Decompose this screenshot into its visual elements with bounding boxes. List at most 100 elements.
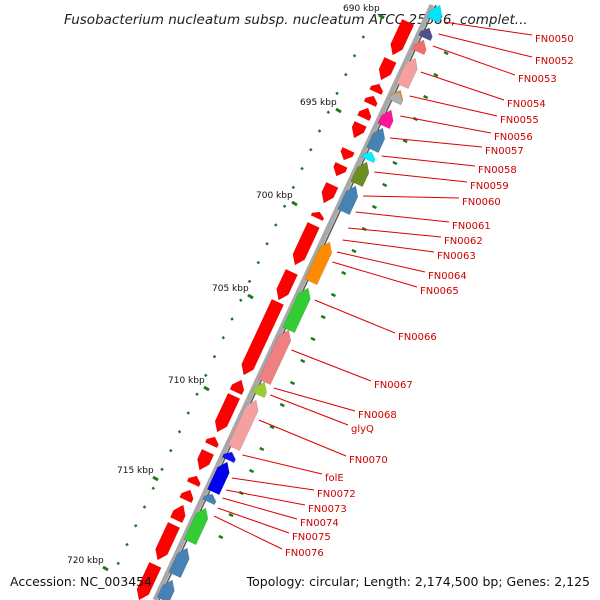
inner-tick — [228, 512, 234, 518]
gene-label: FN0065 — [420, 286, 459, 297]
label-leader-line — [381, 155, 476, 167]
minor-tick — [134, 524, 138, 528]
forward-gene-arrow — [241, 298, 285, 376]
major-tick — [378, 13, 385, 20]
scale-label: 695 kbp — [300, 98, 337, 108]
reverse-gene-arrow — [183, 507, 209, 546]
minor-tick — [221, 336, 226, 340]
label-leader-line — [270, 394, 349, 426]
label-leader-line — [242, 454, 323, 475]
major-tick — [335, 107, 342, 114]
forward-gene-arrow — [357, 107, 372, 122]
minor-tick — [177, 430, 182, 434]
gene-label: FN0060 — [462, 197, 501, 208]
inner-tick — [259, 446, 265, 452]
inner-tick — [423, 94, 429, 100]
minor-tick — [361, 35, 366, 39]
forward-gene-arrow — [321, 181, 339, 204]
gene-label: FN0062 — [444, 236, 483, 247]
minor-tick — [186, 411, 191, 415]
gene-label: glyQ — [351, 424, 374, 435]
minor-tick — [352, 54, 357, 58]
forward-gene-arrow — [229, 379, 245, 396]
forward-gene-arrow — [155, 521, 181, 561]
minor-tick — [317, 129, 322, 133]
accession-text: Accession: NC_003454 — [10, 574, 152, 589]
scale-label: 700 kbp — [256, 191, 293, 201]
minor-tick — [169, 448, 173, 453]
minor-tick — [212, 354, 217, 359]
reverse-gene-arrow — [377, 109, 394, 130]
forward-gene-arrow — [179, 489, 194, 504]
gene-label: FN0064 — [428, 271, 467, 282]
label-leader-line — [432, 45, 516, 76]
scale-label: 690 kbp — [343, 4, 380, 14]
reverse-gene-arrow — [366, 127, 386, 154]
gene-label: FN0067 — [374, 380, 413, 391]
gene-label: FN0075 — [292, 532, 331, 543]
scale-ticks — [116, 35, 449, 566]
forward-gene-arrow — [378, 56, 397, 81]
minor-tick — [142, 505, 147, 509]
reverse-gene-arrow — [361, 151, 376, 164]
label-leader-line — [400, 115, 492, 134]
reverse-gene-arrow — [168, 547, 190, 579]
reverse-gene-arrow — [304, 241, 333, 286]
minor-tick — [282, 204, 287, 208]
gene-label: FN0053 — [518, 74, 557, 85]
scale-labels: 690 kbp 695 kbp 700 kbp 705 kbp 710 kbp 715 k… — [67, 4, 385, 572]
scale-label: 720 kbp — [67, 556, 104, 566]
label-leader-line — [332, 261, 418, 288]
label-leader-line — [444, 21, 533, 36]
inner-tick — [300, 358, 306, 364]
forward-strand-genes — [136, 18, 415, 600]
inner-tick — [269, 424, 275, 430]
scale-label: 715 kbp — [117, 466, 154, 476]
gene-label: FN0058 — [478, 165, 517, 176]
reverse-gene-arrow — [411, 39, 427, 56]
inner-tick — [279, 402, 285, 408]
gene-label: FN0070 — [349, 455, 388, 466]
label-leader-line — [291, 349, 372, 382]
gene-label: FN0059 — [470, 181, 509, 192]
inner-tick — [351, 248, 357, 254]
forward-gene-arrow — [197, 448, 215, 471]
label-leader-line — [390, 137, 483, 148]
forward-gene-arrow — [292, 221, 320, 266]
label-leader-line — [314, 299, 396, 334]
minor-tick — [247, 279, 252, 284]
forward-gene-arrow — [276, 268, 298, 301]
minor-tick — [204, 373, 208, 378]
label-leader-line — [363, 195, 460, 199]
label-leader-line — [336, 251, 426, 273]
forward-gene-arrow — [351, 120, 367, 139]
minor-tick — [326, 110, 331, 114]
map-title: Fusobacterium nucleatum subsp. nucleatum… — [64, 12, 528, 28]
forward-gene-arrow — [214, 392, 241, 433]
minor-tick — [230, 317, 234, 321]
label-leader-line — [348, 227, 442, 238]
forward-gene-arrow — [363, 95, 378, 108]
inner-tick — [320, 314, 326, 320]
inner-tick — [289, 380, 296, 386]
gene-label: FN0056 — [494, 132, 533, 143]
inner-tick — [310, 336, 316, 342]
minor-tick — [300, 166, 304, 171]
reverse-gene-arrow — [418, 27, 433, 42]
inner-tick — [330, 292, 337, 298]
inner-tick — [248, 468, 255, 474]
label-leader-line — [226, 489, 306, 506]
major-tick — [152, 475, 159, 482]
minor-tick — [151, 486, 156, 490]
forward-gene-arrow — [333, 161, 348, 177]
label-leader-line — [213, 515, 283, 550]
inner-tick — [402, 138, 408, 144]
label-leader-line — [374, 171, 468, 183]
gene-label: FN0055 — [500, 115, 539, 126]
minor-tick — [309, 148, 313, 152]
gene-label: FN0068 — [358, 410, 397, 421]
major-tick — [102, 565, 109, 572]
gene-label: FN0074 — [300, 518, 339, 529]
label-leader-line — [273, 387, 356, 412]
